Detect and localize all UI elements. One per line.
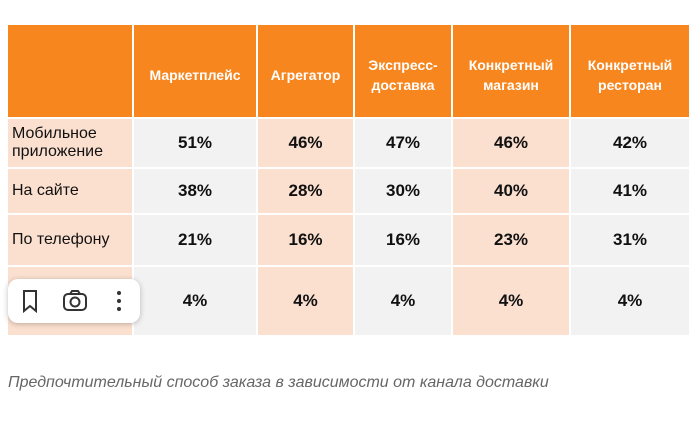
cell-value: 47%	[355, 119, 451, 167]
cell-value: 46%	[453, 119, 569, 167]
column-header: Агрегатор	[258, 25, 353, 117]
cell-value: 42%	[571, 119, 689, 167]
toolbar-icons	[23, 290, 121, 314]
column-header: Экспресс-доставка	[355, 25, 451, 117]
column-header: Конкретный магазин	[453, 25, 569, 117]
cell-value: 4%	[134, 267, 256, 335]
row-label: На сайте	[8, 169, 132, 213]
cell-value: 28%	[258, 169, 353, 213]
cell-value: 21%	[134, 215, 256, 265]
row-label: По телефону	[8, 215, 132, 265]
cell-value: 16%	[355, 215, 451, 265]
image-toolbar	[8, 279, 140, 323]
row-label: Мобильное приложение	[8, 119, 132, 167]
bookmark-icon[interactable]	[23, 290, 37, 314]
cell-value: 4%	[571, 267, 689, 335]
column-header: Конкретный ресторан	[571, 25, 689, 117]
cell-value: 46%	[258, 119, 353, 167]
cell-value: 40%	[453, 169, 569, 213]
cell-value: 4%	[355, 267, 451, 335]
cell-value: 23%	[453, 215, 569, 265]
cell-value: 38%	[134, 169, 256, 213]
cell-value: 41%	[571, 169, 689, 213]
cell-value: 4%	[258, 267, 353, 335]
cell-value: 51%	[134, 119, 256, 167]
lens-icon[interactable]	[63, 290, 87, 311]
caption: Предпочтительный способ заказа в зависим…	[8, 374, 549, 391]
cell-value: 31%	[571, 215, 689, 265]
more-icon[interactable]	[117, 291, 121, 311]
header-corner	[8, 25, 132, 117]
cell-value: 30%	[355, 169, 451, 213]
column-header: Маркетплейс	[134, 25, 256, 117]
cell-value: 4%	[453, 267, 569, 335]
cell-value: 16%	[258, 215, 353, 265]
